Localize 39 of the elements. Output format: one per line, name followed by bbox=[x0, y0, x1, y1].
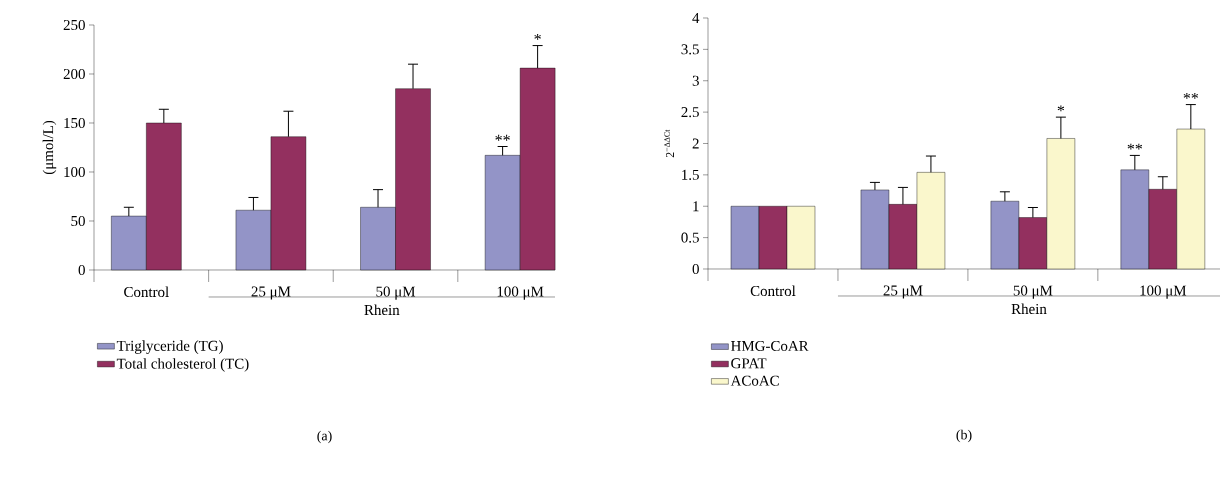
y-tick-label: 200 bbox=[63, 68, 85, 80]
annotation: ** bbox=[495, 134, 510, 141]
x-tick-label: 50 μM bbox=[1013, 285, 1053, 299]
y-tick-label: 250 bbox=[63, 19, 85, 31]
legend-label: HMG-CoAR bbox=[731, 340, 809, 351]
x-tick-label: 25 μM bbox=[251, 286, 291, 300]
x-tick-label: 100 μM bbox=[497, 286, 544, 300]
legend-label: ACoAC bbox=[730, 375, 779, 386]
x-tick-label: Control bbox=[750, 285, 796, 297]
y-tick-label: 3 bbox=[692, 75, 699, 86]
text: (a) bbox=[317, 430, 332, 444]
y-tick-label: 4 bbox=[692, 13, 700, 23]
text: Rhein bbox=[1011, 303, 1047, 315]
x-tick-label: 50 μM bbox=[376, 286, 416, 300]
y-tick-label: 0 bbox=[692, 263, 699, 275]
y-tick-label: 150 bbox=[64, 117, 85, 129]
annotation: ** bbox=[1183, 92, 1199, 99]
y-tick-label: 0.5 bbox=[681, 232, 699, 243]
y-axis-title: 2$^{−ΔΔCt}$ bbox=[664, 129, 674, 158]
x-tick-label: 100 μM bbox=[1140, 285, 1187, 299]
y-tick-label: 0 bbox=[78, 264, 85, 276]
legend-label: Triglyceride (TG) bbox=[116, 340, 223, 354]
y-tick-label: 3.5 bbox=[681, 44, 699, 55]
annotation: * bbox=[534, 33, 541, 40]
y-tick-label: 1.5 bbox=[682, 169, 699, 180]
y-axis-title: (μmol/L) bbox=[42, 120, 57, 175]
y-tick-label: 2 bbox=[692, 138, 699, 149]
y-tick-label: 100 bbox=[64, 166, 85, 178]
legend-label: GPAT bbox=[731, 358, 767, 369]
x-tick-label: 25 μM bbox=[883, 285, 923, 299]
y-tick-label: 50 bbox=[71, 215, 85, 227]
y-tick-label: 1 bbox=[693, 201, 699, 212]
text: Rhein bbox=[364, 304, 400, 316]
annotation: * bbox=[1057, 105, 1065, 112]
annotation: ** bbox=[1127, 143, 1143, 150]
y-tick-label: 2.5 bbox=[681, 107, 699, 118]
x-tick-label: Control bbox=[124, 286, 169, 298]
text: (b) bbox=[956, 429, 972, 443]
legend-label: Total cholesterol (TC) bbox=[116, 358, 249, 372]
